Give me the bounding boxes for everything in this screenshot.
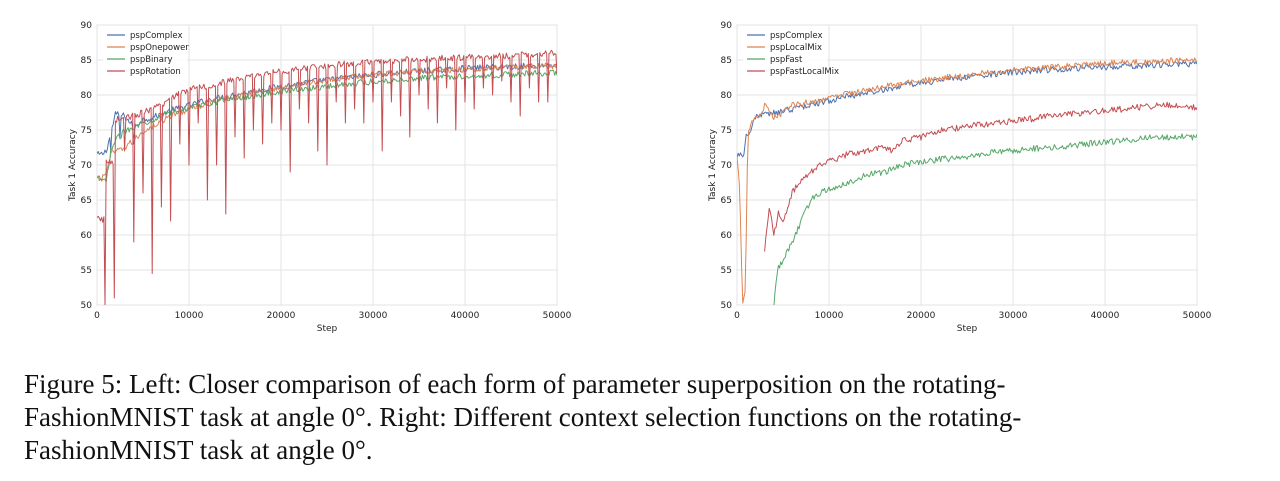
- x-tick-label: 10000: [175, 311, 204, 321]
- legend-label: pspFast: [770, 55, 803, 65]
- caption-line-2: FashionMNIST task at angle 0°. Right: Di…: [24, 402, 1022, 432]
- legend-box: [103, 29, 187, 83]
- legend-label: pspLocalMix: [770, 43, 822, 53]
- left-chart: 0 10000 20000 30000 40000 50000 50 55 60 65 70 75 80…: [68, 21, 572, 334]
- legend-label: pspComplex: [130, 31, 183, 41]
- y-tick-label: 75: [721, 126, 732, 136]
- y-tick-label: 55: [721, 266, 732, 276]
- series-line-pspFast: [773, 133, 1197, 305]
- figure-caption: Figure 5: Left: Closer comparison of eac…: [24, 368, 1254, 467]
- y-tick-label: 70: [721, 161, 733, 171]
- x-tick-label: 40000: [1091, 311, 1120, 321]
- caption-line-3: FashionMNIST task at angle 0°.: [24, 435, 373, 465]
- y-tick-label: 75: [81, 126, 92, 136]
- y-tick-label: 60: [81, 231, 93, 241]
- series-line-pspLocalMix: [737, 57, 1197, 304]
- series-line-pspFastLocalMix: [764, 101, 1197, 252]
- y-tick-label: 90: [81, 21, 93, 31]
- x-tick-label: 0: [94, 311, 100, 321]
- y-tick-label: 70: [81, 161, 93, 171]
- y-tick-label: 80: [721, 91, 733, 101]
- y-tick-label: 55: [81, 266, 92, 276]
- x-tick-label: 30000: [999, 311, 1028, 321]
- series-line-pspOnepower: [97, 62, 557, 182]
- y-tick-label: 85: [721, 56, 732, 66]
- x-axis-label: Step: [957, 324, 978, 334]
- y-axis-label: Task 1 Accuracy: [68, 128, 78, 202]
- x-tick-label: 30000: [359, 311, 388, 321]
- series-group: [97, 49, 557, 305]
- y-tick-label: 60: [721, 231, 733, 241]
- caption-line-1: Figure 5: Left: Closer comparison of eac…: [24, 369, 1006, 399]
- series-line-pspBinary: [97, 69, 557, 183]
- x-tick-label: 20000: [267, 311, 296, 321]
- right-chart: 0 10000 20000 30000 40000 50000 50 55 60 65 70 75 80…: [708, 21, 1212, 334]
- series-group: [737, 57, 1197, 305]
- x-axis-label: Step: [317, 324, 338, 334]
- legend-label: pspComplex: [770, 31, 823, 41]
- x-tick-label: 20000: [907, 311, 936, 321]
- y-axis-label: Task 1 Accuracy: [708, 128, 718, 202]
- y-tick-label: 50: [721, 301, 733, 311]
- x-tick-label: 50000: [543, 311, 572, 321]
- x-tick-label: 0: [734, 311, 740, 321]
- legend-label: pspBinary: [130, 55, 173, 65]
- y-tick-label: 85: [81, 56, 92, 66]
- legend-label: pspFastLocalMix: [770, 67, 839, 77]
- y-tick-label: 90: [721, 21, 733, 31]
- y-tick-label: 50: [81, 301, 93, 311]
- series-line-pspRotation: [97, 49, 557, 305]
- y-tick-label: 80: [81, 91, 93, 101]
- legend-label: pspRotation: [130, 67, 181, 77]
- legend-label: pspOnepower: [130, 43, 189, 53]
- y-tick-label: 65: [721, 196, 732, 206]
- x-tick-label: 10000: [815, 311, 844, 321]
- x-tick-label: 50000: [1183, 311, 1212, 321]
- y-tick-label: 65: [81, 196, 92, 206]
- legend-box: [743, 29, 827, 83]
- x-tick-label: 40000: [451, 311, 480, 321]
